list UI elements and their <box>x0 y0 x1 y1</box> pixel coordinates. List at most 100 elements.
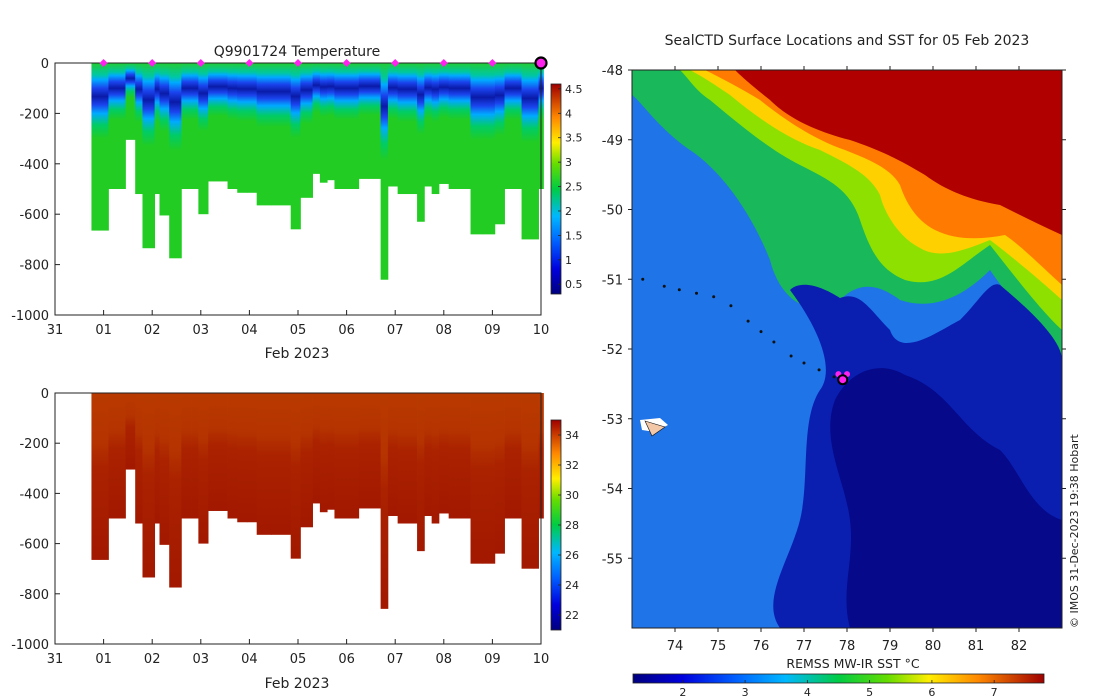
map-y-tick-label: -54 <box>602 483 623 498</box>
map-y-tick-label: -51 <box>602 273 623 288</box>
x-tick-label: 01 <box>95 323 112 338</box>
profile-column <box>198 63 209 215</box>
profile-column <box>300 393 313 528</box>
last-surface-marker <box>534 56 548 70</box>
profile-column <box>290 63 301 230</box>
colorbar-tick-label: 2.5 <box>565 181 583 194</box>
temperature-section-chart: Q9901724 Temperature 0 -200 -400 -600 -800 -1… <box>11 44 582 362</box>
profile-column <box>521 63 535 240</box>
profile-column <box>334 63 352 189</box>
profile-column <box>470 63 484 235</box>
x-tick-label: 10 <box>533 323 550 338</box>
map-x-tick-label: 79 <box>882 639 899 654</box>
profile-column <box>246 393 258 523</box>
x-tick-label: 08 <box>436 323 453 338</box>
profile-column <box>191 63 199 189</box>
surface-marker <box>391 59 400 67</box>
profile-column <box>290 393 301 559</box>
profile-column <box>424 393 433 516</box>
y-tick-label: -1000 <box>11 638 49 653</box>
profile-column <box>397 63 411 195</box>
track-point <box>712 295 716 299</box>
temperature-colorbar-ticks: 4.5 4 3.5 3 2.5 2 1.5 1 0.5 <box>558 83 583 291</box>
profile-column <box>135 63 143 195</box>
profile-column <box>181 393 192 519</box>
map-x-tick-label: 78 <box>839 639 856 654</box>
x-tick-label: 07 <box>387 323 404 338</box>
x-tick-label: 31 <box>47 652 64 667</box>
profile-column <box>380 393 389 609</box>
profile-column <box>514 63 522 189</box>
profile-column <box>409 393 418 524</box>
temperature-profiles <box>91 63 544 280</box>
animal-track <box>641 277 836 379</box>
profile-column <box>397 393 411 524</box>
colorbar-tick-label: 30 <box>565 489 579 502</box>
x-tick-label: 02 <box>144 652 161 667</box>
sst-field <box>632 70 1062 628</box>
map-x-tick-label: 77 <box>796 639 813 654</box>
profile-column <box>208 63 219 182</box>
profile-column <box>380 63 389 280</box>
profile-column <box>169 393 182 588</box>
profile-column <box>470 393 484 564</box>
x-tick-label: 31 <box>47 323 64 338</box>
profile-column <box>460 63 471 189</box>
sst-colorbar-tick-label: 3 <box>742 686 749 699</box>
profile-column <box>351 393 360 519</box>
profile-column <box>125 393 136 470</box>
x-tick-label: 10 <box>533 652 550 667</box>
profile-column <box>246 63 258 193</box>
sst-map-y-ticks: -48 -49 -50 -51 -52 -53 -54 -55 <box>602 64 1066 567</box>
colorbar-tick-label: 2 <box>565 205 572 218</box>
profile-column <box>227 63 238 189</box>
map-y-tick-label: -55 <box>602 552 623 567</box>
x-tick-label: 05 <box>290 323 307 338</box>
surface-marker <box>245 59 254 67</box>
profile-column <box>191 393 199 519</box>
surface-marker <box>439 59 448 67</box>
profile-column <box>358 393 374 509</box>
profile-column <box>417 63 425 222</box>
profile-column <box>312 393 321 504</box>
colorbar-tick-label: 1.5 <box>565 229 583 242</box>
sst-map-title: SealCTD Surface Locations and SST for 05… <box>665 33 1030 49</box>
profile-column <box>217 63 228 182</box>
temperature-x-axis-label: Feb 2023 <box>265 346 330 362</box>
colorbar-tick-label: 32 <box>565 459 579 472</box>
profile-column <box>327 393 335 510</box>
profile-column <box>300 63 313 198</box>
sst-colorbar-tick-label: 4 <box>804 686 811 699</box>
profile-column <box>98 393 109 560</box>
colorbar-tick-label: 34 <box>565 429 579 442</box>
colorbar-tick-label: 22 <box>565 609 579 622</box>
y-tick-label: -600 <box>19 538 49 553</box>
profile-column <box>169 63 182 259</box>
sst-colorbar <box>632 673 1045 684</box>
profile-column <box>154 393 160 524</box>
x-tick-label: 04 <box>241 323 258 338</box>
track-point <box>641 277 645 281</box>
sst-map: SealCTD Surface Locations and SST for 05… <box>602 33 1081 699</box>
surface-locations <box>835 371 850 386</box>
colorbar-tick-label: 26 <box>565 549 579 562</box>
sst-colorbar-tick-label: 7 <box>991 686 998 699</box>
y-tick-label: -200 <box>19 437 49 452</box>
surface-marker <box>488 59 497 67</box>
sst-colorbar-label: REMSS MW-IR SST °C <box>786 656 919 671</box>
map-y-tick-label: -48 <box>602 64 623 79</box>
credit-text: © IMOS 31-Dec-2023 19:38 Hobart <box>1068 433 1081 628</box>
x-tick-label: 05 <box>290 652 307 667</box>
last-location-marker <box>837 374 849 386</box>
profile-column <box>482 393 496 564</box>
y-tick-label: 0 <box>41 57 49 72</box>
profile-column <box>237 63 248 193</box>
track-point <box>772 340 776 344</box>
profile-column <box>125 63 136 140</box>
x-tick-label: 08 <box>436 652 453 667</box>
profile-column <box>217 393 228 511</box>
profile-column <box>198 393 209 544</box>
x-tick-label: 09 <box>484 323 501 338</box>
temperature-colorbar <box>550 83 562 295</box>
